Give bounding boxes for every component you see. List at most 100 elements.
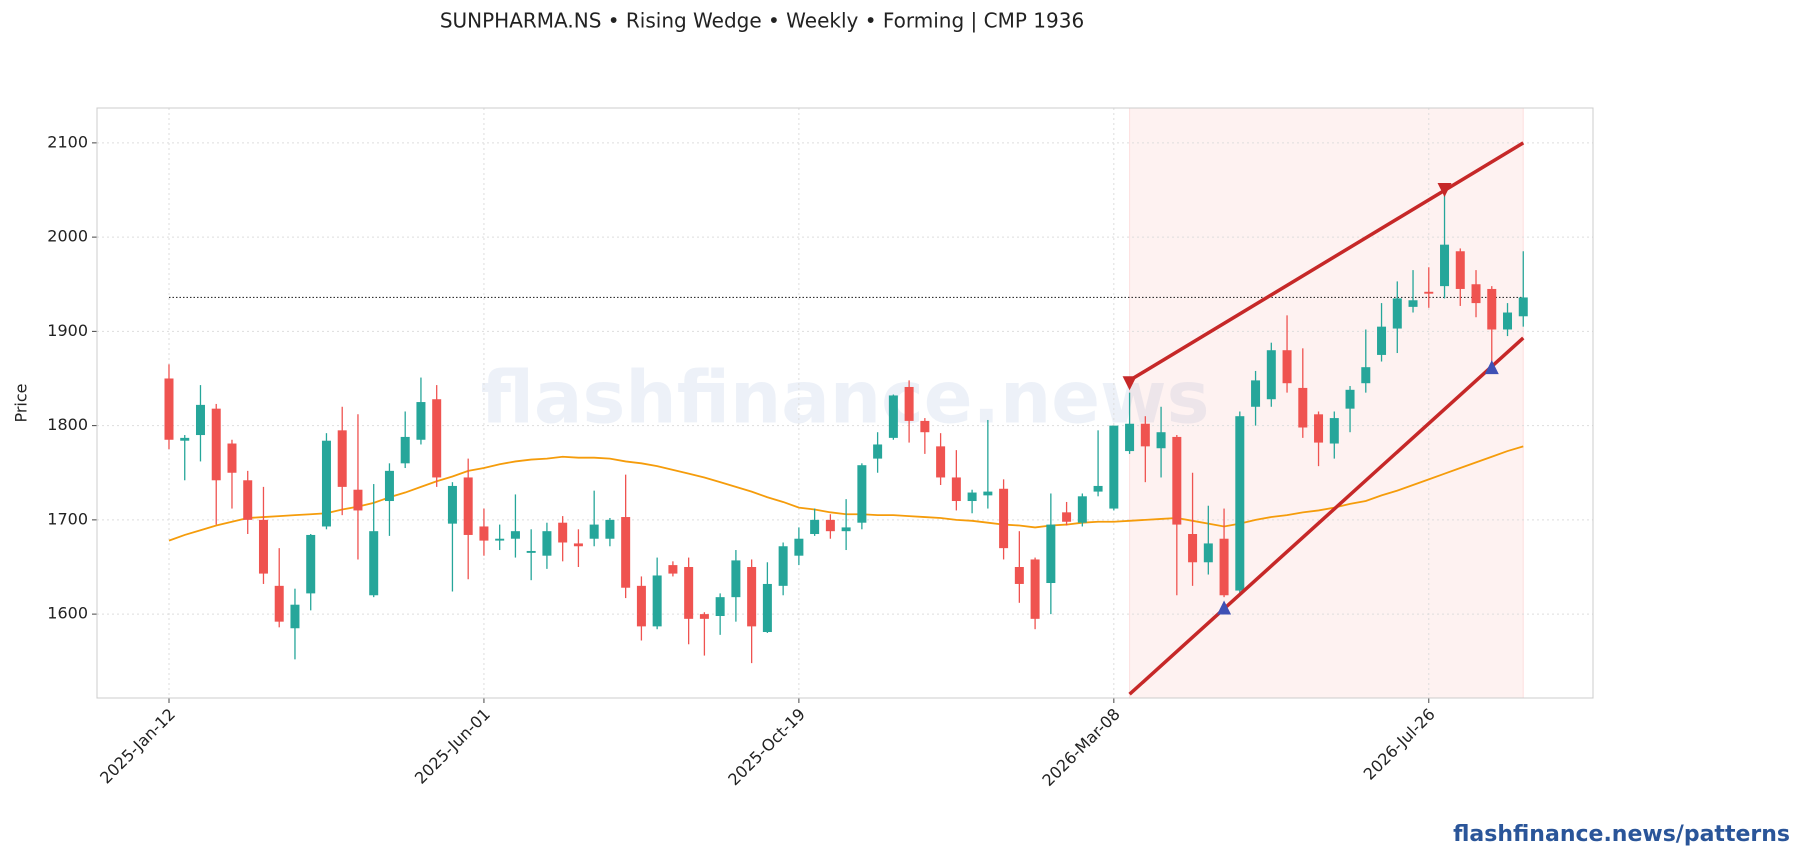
candle-body xyxy=(258,519,268,574)
candle-body xyxy=(195,404,205,436)
candle-body xyxy=(825,519,835,532)
candle-body xyxy=(400,436,410,464)
candle-body xyxy=(936,446,946,478)
candle-body xyxy=(306,534,316,594)
candle-body xyxy=(337,430,347,487)
candle-body xyxy=(621,517,631,588)
candle-body xyxy=(1298,387,1308,428)
candle-body xyxy=(542,531,552,556)
pivot-marker xyxy=(1484,360,1499,375)
candle-body xyxy=(526,550,536,553)
candle-body xyxy=(605,519,615,539)
candle-body xyxy=(684,566,694,619)
candle-body xyxy=(1503,312,1513,330)
candle-body xyxy=(1440,244,1450,287)
candle-body xyxy=(558,522,568,543)
candle-body xyxy=(1361,367,1371,384)
footer-link: flashfinance.news/patterns xyxy=(1453,822,1790,847)
candle-body xyxy=(573,543,583,547)
candle-body xyxy=(227,443,237,473)
candle-body xyxy=(1314,414,1324,443)
candle-body xyxy=(1345,389,1355,409)
candle-body xyxy=(211,408,221,481)
candle-body xyxy=(873,444,883,459)
candle-body xyxy=(164,378,174,440)
candle-body xyxy=(1062,512,1072,522)
x-tick-label: 2025-Jan-12 xyxy=(96,705,179,788)
candle-body xyxy=(447,485,457,524)
candle-body xyxy=(1235,416,1245,591)
candle-body xyxy=(920,420,930,433)
candle-body xyxy=(1014,566,1024,584)
candle-body xyxy=(1377,326,1387,355)
candle-body xyxy=(778,546,788,586)
x-tick-label: 2025-Jun-01 xyxy=(411,705,494,788)
candle-body xyxy=(1172,436,1182,525)
candle-body xyxy=(463,477,473,535)
candle-body xyxy=(495,538,505,541)
candle-body xyxy=(290,604,300,629)
candle-body xyxy=(1251,380,1261,407)
candle-body xyxy=(1392,298,1402,329)
chart-title: SUNPHARMA.NS • Rising Wedge • Weekly • F… xyxy=(440,9,1084,33)
plot-frame xyxy=(96,107,1594,699)
candle-body xyxy=(857,465,867,523)
candle-body xyxy=(416,402,426,440)
candle-body xyxy=(321,440,331,527)
candle-body xyxy=(967,492,977,502)
candle-body xyxy=(1077,496,1087,523)
candle-body xyxy=(794,538,804,556)
candle-body xyxy=(243,480,253,520)
candle-body xyxy=(1030,559,1040,619)
y-tick-label: 1900 xyxy=(47,321,88,340)
pivot-marker xyxy=(1217,600,1232,615)
y-tick-label: 1800 xyxy=(47,415,88,434)
y-tick-label: 1600 xyxy=(47,604,88,623)
candle-body xyxy=(699,614,709,619)
candle-body xyxy=(1424,291,1434,294)
candle-body xyxy=(1109,425,1119,509)
candle-body xyxy=(715,597,725,617)
candle-body xyxy=(1188,534,1198,563)
candle-body xyxy=(636,585,646,627)
candle-body xyxy=(747,566,757,627)
candle-body xyxy=(353,489,363,511)
candle-body xyxy=(589,524,599,539)
lower-trendline xyxy=(1128,336,1525,696)
pattern-region xyxy=(1129,107,1524,699)
x-tick-label: 2026-Mar-08 xyxy=(1038,705,1123,790)
candle-body xyxy=(1266,350,1276,400)
candle-body xyxy=(951,477,961,502)
candle-body xyxy=(1203,543,1213,563)
candle-body xyxy=(274,585,284,622)
candle-body xyxy=(432,399,442,478)
candle-body xyxy=(1046,524,1056,584)
y-tick-label: 2000 xyxy=(47,227,88,246)
candle-body xyxy=(479,526,489,541)
candle-body xyxy=(983,491,993,496)
candle-body xyxy=(1093,485,1103,492)
watermark: flashfinance.news xyxy=(481,356,1210,440)
candle-body xyxy=(668,565,678,574)
candle-body xyxy=(1282,350,1292,384)
candle-body xyxy=(510,531,520,539)
x-tick-label: 2025-Oct-19 xyxy=(724,705,809,790)
upper-trendline xyxy=(1128,141,1525,382)
candle-body xyxy=(762,583,772,633)
x-tick-label: 2026-Jul-26 xyxy=(1360,705,1439,784)
candle-body xyxy=(904,386,914,421)
y-tick-label: 2100 xyxy=(47,132,88,151)
candle-body xyxy=(1125,423,1135,452)
pivot-marker xyxy=(1437,182,1452,197)
candle-body xyxy=(652,575,662,627)
candle-body xyxy=(1471,284,1481,304)
pivot-marker xyxy=(1122,376,1137,391)
candle-body xyxy=(810,519,820,535)
candle-body xyxy=(1518,297,1528,317)
candle-body xyxy=(384,470,394,502)
candle-body xyxy=(1156,432,1166,449)
candle-body xyxy=(1455,251,1465,289)
candle-body xyxy=(1408,300,1418,307)
candle-body xyxy=(1329,418,1339,444)
